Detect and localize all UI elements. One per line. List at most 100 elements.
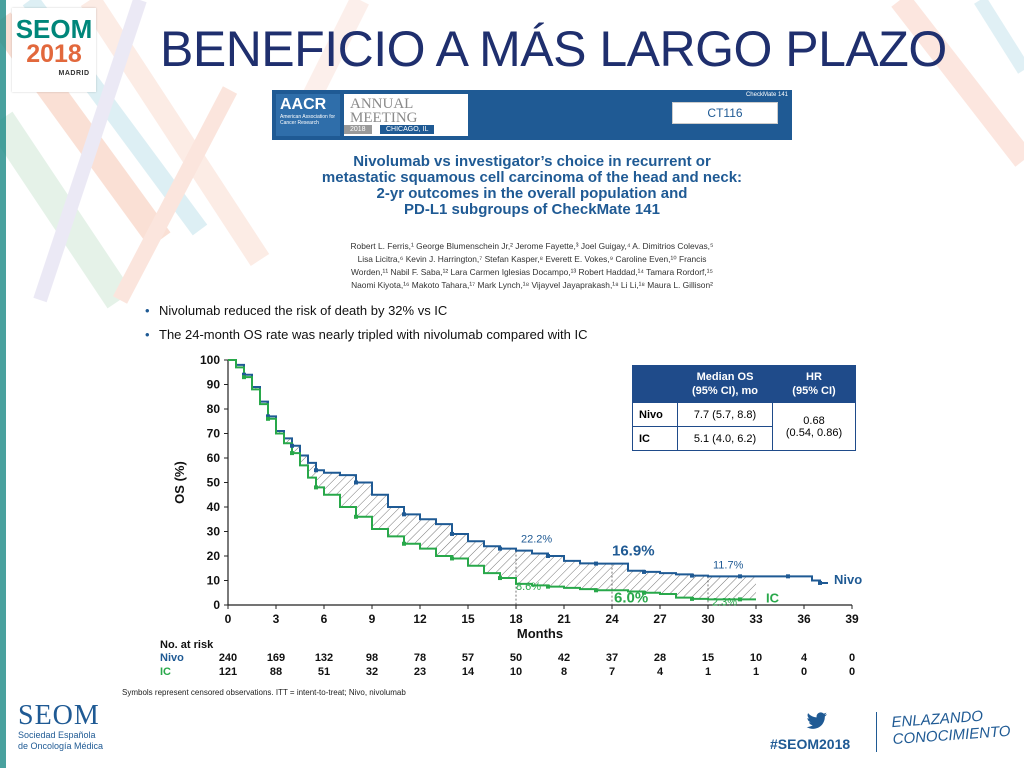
logo-city: MADRID [58, 70, 90, 77]
footer-org-sub: de Oncología Médica [18, 741, 104, 751]
censor-mark-nivo [402, 512, 406, 517]
at-risk-value: 32 [366, 666, 378, 678]
twitter-icon [806, 712, 827, 729]
poster-title-line: metastatic squamous cell carcinoma of th… [321, 169, 743, 186]
bullet-item: Nivolumab reduced the risk of death by 3… [145, 303, 587, 318]
header-line: (95% CI) [792, 385, 836, 397]
censor-mark-nivo [242, 372, 246, 377]
at-risk-value: 10 [510, 666, 522, 678]
aacr-label: AACR [280, 96, 327, 113]
poster-title-line: PD-L1 subgroups of CheckMate 141 [404, 201, 660, 218]
censor-mark-nivo [594, 561, 598, 566]
hr-ci: (0.54, 0.86) [785, 426, 843, 439]
at-risk-value: 23 [414, 666, 426, 678]
median-nivo: 7.7 (5.7, 8.8) [677, 402, 773, 427]
header-line: (95% CI), mo [691, 385, 758, 397]
censor-mark-nivo [642, 569, 646, 574]
x-tick-label: 21 [557, 612, 571, 626]
poster-title: Nivolumab vs investigator’s choice in re… [272, 154, 792, 218]
at-risk-value: 57 [462, 652, 474, 664]
y-tick-label: 90 [207, 378, 221, 392]
author-line: Worden,¹¹ Nabil F. Saba,¹² Lara Carmen I… [351, 267, 713, 277]
y-tick-label: 80 [207, 402, 221, 416]
hr-header: HR (95% CI) [772, 365, 856, 403]
censor-mark-ic [266, 416, 270, 421]
censor-mark-ic [546, 584, 550, 589]
censor-mark-ic [738, 597, 742, 602]
at-risk-value: 132 [315, 652, 333, 664]
poster-title-line: Nivolumab vs investigator’s choice in re… [353, 153, 711, 170]
meeting-label: ANNUAL MEETING [350, 96, 418, 126]
event-hashtag: #SEOM2018 [770, 736, 851, 752]
at-risk-value: 0 [849, 652, 855, 664]
y-tick-label: 50 [207, 476, 221, 490]
table-corner [632, 365, 678, 403]
poster-header: AACR American Association for Cancer Res… [272, 90, 792, 140]
y-tick-label: 30 [207, 525, 221, 539]
meeting-year: 2018 [344, 125, 372, 134]
censor-mark-ic [450, 556, 454, 561]
censor-mark-nivo [354, 480, 358, 485]
at-risk-value: 15 [702, 652, 714, 664]
logo-year: 2018 [26, 40, 82, 68]
at-risk-value: 78 [414, 652, 426, 664]
censor-mark-nivo [498, 546, 502, 551]
footer-org-sub: Sociedad Española [18, 730, 96, 740]
median-os-header: Median OS (95% CI), mo [677, 365, 773, 403]
footer-divider [876, 712, 877, 752]
at-risk-row-label: IC [160, 666, 171, 678]
at-risk-value: 169 [267, 652, 285, 664]
censor-mark-nivo [738, 574, 742, 579]
y-tick-label: 10 [207, 574, 221, 588]
header-line: HR [806, 371, 822, 383]
censor-mark-ic [242, 375, 246, 380]
annotation-label: 8.6% [516, 581, 541, 593]
at-risk-value: 1 [753, 666, 759, 678]
aacr-subtitle: American Association for Cancer Research [280, 114, 336, 126]
header-line: Median OS [696, 371, 754, 383]
y-tick-label: 20 [207, 549, 221, 563]
at-risk-row-label: Nivo [160, 652, 184, 664]
row-label-ic: IC [632, 426, 678, 451]
at-risk-value: 51 [318, 666, 330, 678]
at-risk-value: 10 [750, 652, 762, 664]
at-risk-value: 0 [801, 666, 807, 678]
row-label-nivo: Nivo [632, 402, 678, 427]
at-risk-value: 4 [657, 666, 664, 678]
author-line: Lisa Licitra,⁶ Kevin J. Harrington,⁷ Ste… [357, 254, 707, 264]
y-tick-label: 40 [207, 500, 221, 514]
x-tick-label: 33 [749, 612, 763, 626]
censor-mark-nivo [546, 554, 550, 558]
x-tick-label: 18 [509, 612, 523, 626]
y-tick-label: 70 [207, 427, 221, 441]
x-tick-label: 9 [369, 612, 376, 626]
at-risk-value: 37 [606, 652, 618, 664]
censor-mark-nivo [314, 468, 318, 473]
series-label-ic: IC [766, 590, 780, 605]
at-risk-value: 7 [609, 666, 615, 678]
x-tick-label: 0 [225, 612, 232, 626]
poster-authors: Robert L. Ferris,¹ George Blumenschein J… [292, 240, 772, 292]
censor-mark-ic [642, 590, 646, 595]
series-label-nivo: Nivo [834, 572, 862, 587]
at-risk-value: 240 [219, 652, 237, 664]
censor-mark-ic [594, 588, 598, 593]
at-risk-value: 42 [558, 652, 570, 664]
at-risk-value: 0 [849, 666, 855, 678]
hr-value: 0.68 [803, 414, 825, 427]
median-ic: 5.1 (4.0, 6.2) [677, 426, 773, 451]
censor-mark-nivo [818, 580, 822, 585]
bullet-item: The 24-month OS rate was nearly tripled … [145, 327, 587, 342]
annual-meeting-badge: ANNUAL MEETING 2018 CHICAGO, IL [344, 94, 468, 136]
censor-mark-nivo [290, 443, 294, 448]
at-risk-value: 88 [270, 666, 282, 678]
censor-mark-ic [498, 576, 502, 581]
annotation-label: 6.0% [614, 589, 648, 606]
censor-mark-ic [314, 485, 318, 490]
difference-hatch-area [228, 360, 756, 600]
author-line: Robert L. Ferris,¹ George Blumenschein J… [350, 241, 714, 251]
seom-footer-logo: SEOM Sociedad Española de Oncología Médi… [18, 702, 103, 752]
x-tick-label: 24 [605, 612, 619, 626]
footer-org-name: SEOM [18, 700, 100, 731]
